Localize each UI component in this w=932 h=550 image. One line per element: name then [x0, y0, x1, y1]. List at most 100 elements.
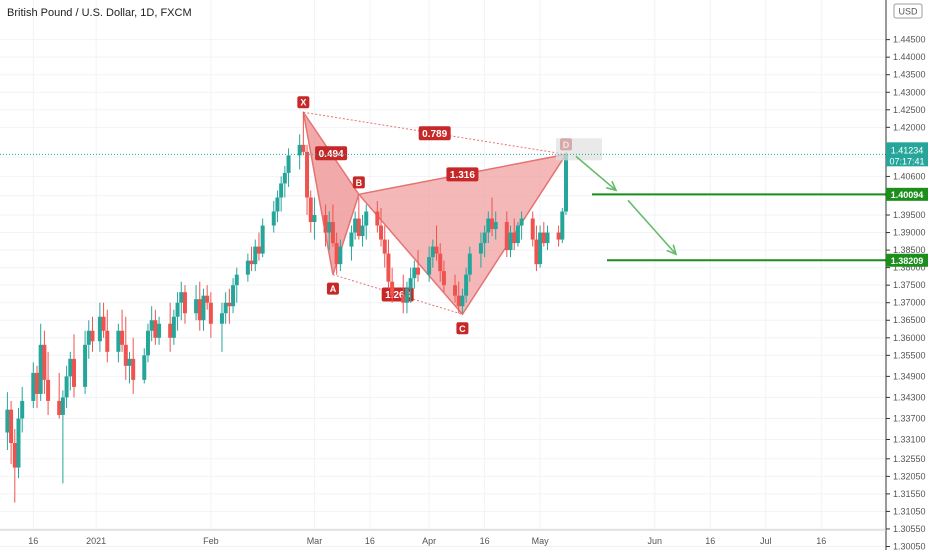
candle-body: [379, 225, 384, 240]
candle-body: [171, 316, 176, 338]
candle-body: [515, 225, 520, 244]
x-tick-label: May: [532, 536, 550, 546]
price-highlight-box: [556, 138, 603, 161]
candle-body: [482, 232, 487, 244]
y-tick-label: 1.39000: [893, 228, 926, 238]
candle-body: [123, 344, 128, 366]
x-tick-label: Jul: [760, 536, 772, 546]
candle-body: [9, 409, 14, 444]
y-tick-label: 1.30550: [893, 524, 926, 534]
candle-body: [408, 278, 413, 289]
y-tick-label: 1.43500: [893, 70, 926, 80]
candle-body: [490, 218, 495, 230]
candle-body: [297, 144, 302, 156]
y-tick-label: 1.33100: [893, 435, 926, 445]
candle-body: [538, 232, 543, 265]
candle-body: [245, 260, 250, 275]
candle-body: [234, 274, 239, 286]
candle-body: [231, 285, 236, 307]
ratio-label: 1.263: [385, 290, 410, 301]
candle-body: [390, 281, 395, 296]
point-label[interactable]: B: [356, 178, 363, 188]
ratio-label-bg: [418, 126, 451, 141]
currency-button[interactable]: USD: [893, 3, 923, 19]
candle-body: [271, 211, 276, 226]
last-price-tag: [886, 142, 928, 167]
y-tick-label: 1.38000: [893, 263, 926, 273]
x-tick-label: 16: [365, 536, 375, 546]
candle-body: [68, 358, 73, 377]
last-price-value: 1.41234: [891, 145, 924, 155]
point-label-bg: [456, 322, 469, 335]
candle-body: [71, 358, 76, 387]
candle-body: [282, 172, 287, 184]
candle-body: [556, 232, 561, 240]
candle-body: [197, 299, 202, 321]
candle-body: [90, 330, 95, 342]
candle-body: [42, 344, 47, 380]
candle-body: [57, 400, 62, 415]
y-tick-label: 1.39500: [893, 210, 926, 220]
candle-body: [83, 344, 88, 387]
candle-body: [460, 295, 465, 307]
candle-body: [467, 253, 472, 275]
candle-body: [560, 211, 565, 240]
candle-body: [175, 302, 180, 317]
candle-body: [275, 197, 280, 212]
candle-body: [404, 288, 409, 303]
candle-body: [427, 257, 432, 275]
x-tick-label: 16: [816, 536, 826, 546]
point-label[interactable]: A: [330, 284, 337, 294]
candle-body: [279, 183, 284, 198]
candle-body: [364, 211, 369, 226]
candle-body: [438, 253, 443, 272]
point-label[interactable]: X: [300, 98, 306, 108]
candle-body: [286, 155, 291, 173]
candle-body: [38, 344, 43, 394]
candle-body: [305, 151, 310, 198]
candle-body: [208, 302, 213, 324]
candle-body: [256, 246, 261, 254]
y-tick-label: 1.30050: [893, 541, 926, 550]
projection-arrow-head: [666, 244, 678, 256]
candle-body: [508, 232, 513, 251]
candle-body: [31, 372, 36, 401]
candle-body: [356, 218, 361, 237]
time-axis[interactable]: 16 2021 Feb Mar 16 Apr 16 May Jun 16 Jul 16: [28, 536, 826, 546]
candle-body: [205, 295, 210, 303]
ratio-label-bg: [315, 146, 348, 161]
x-tick-label: Apr: [422, 536, 436, 546]
candle-body: [105, 330, 110, 352]
candle-body: [534, 239, 539, 265]
overlays: [0, 138, 886, 262]
candle-body: [179, 292, 184, 303]
point-label-bg: [326, 282, 339, 295]
candle-body: [334, 243, 339, 265]
candle-body: [227, 302, 232, 307]
candle-body: [120, 330, 125, 345]
candle-body: [182, 292, 187, 314]
candle-body: [97, 316, 102, 342]
candle-body: [142, 355, 147, 380]
candle-body: [519, 218, 524, 226]
point-label[interactable]: C: [459, 324, 466, 334]
price-axis[interactable]: 1.30050 1.30550 1.31050 1.31550 1.32050 1.325…: [886, 35, 926, 550]
ratio-label: 1.316: [450, 170, 475, 181]
target-price-value: 1.38209: [891, 256, 924, 266]
candle-body: [101, 316, 106, 331]
y-tick-label: 1.33700: [893, 413, 926, 423]
candle-body: [353, 218, 358, 233]
target-price-value: 1.40094: [891, 190, 924, 200]
x-tick-label: 2021: [86, 536, 106, 546]
ratio-label: 0.789: [422, 129, 447, 140]
candle-body: [530, 218, 535, 240]
countdown-value: 07:17:41: [889, 156, 924, 166]
x-tick-label: Feb: [203, 536, 219, 546]
candle-body: [493, 222, 498, 230]
candle-body: [456, 295, 461, 307]
candle-body: [194, 299, 199, 314]
currency-label: USD: [898, 7, 918, 17]
